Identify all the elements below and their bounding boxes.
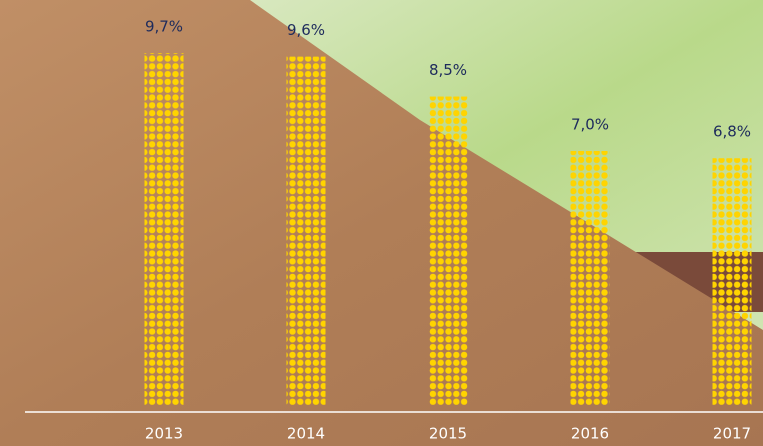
x-tick-label: 2017 xyxy=(713,425,751,443)
bar xyxy=(570,150,610,405)
bar xyxy=(144,53,184,405)
bar xyxy=(286,56,326,405)
value-label: 7,0% xyxy=(571,115,609,133)
value-label: 9,6% xyxy=(287,21,325,39)
value-label: 9,7% xyxy=(145,18,183,36)
bar xyxy=(428,96,468,406)
value-label: 8,5% xyxy=(429,61,467,79)
x-tick-label: 2015 xyxy=(429,425,467,443)
x-tick-label: 2013 xyxy=(145,425,183,443)
bar xyxy=(712,158,752,405)
x-tick-label: 2016 xyxy=(571,425,609,443)
value-label: 6,8% xyxy=(713,123,751,141)
x-tick-label: 2014 xyxy=(287,425,325,443)
